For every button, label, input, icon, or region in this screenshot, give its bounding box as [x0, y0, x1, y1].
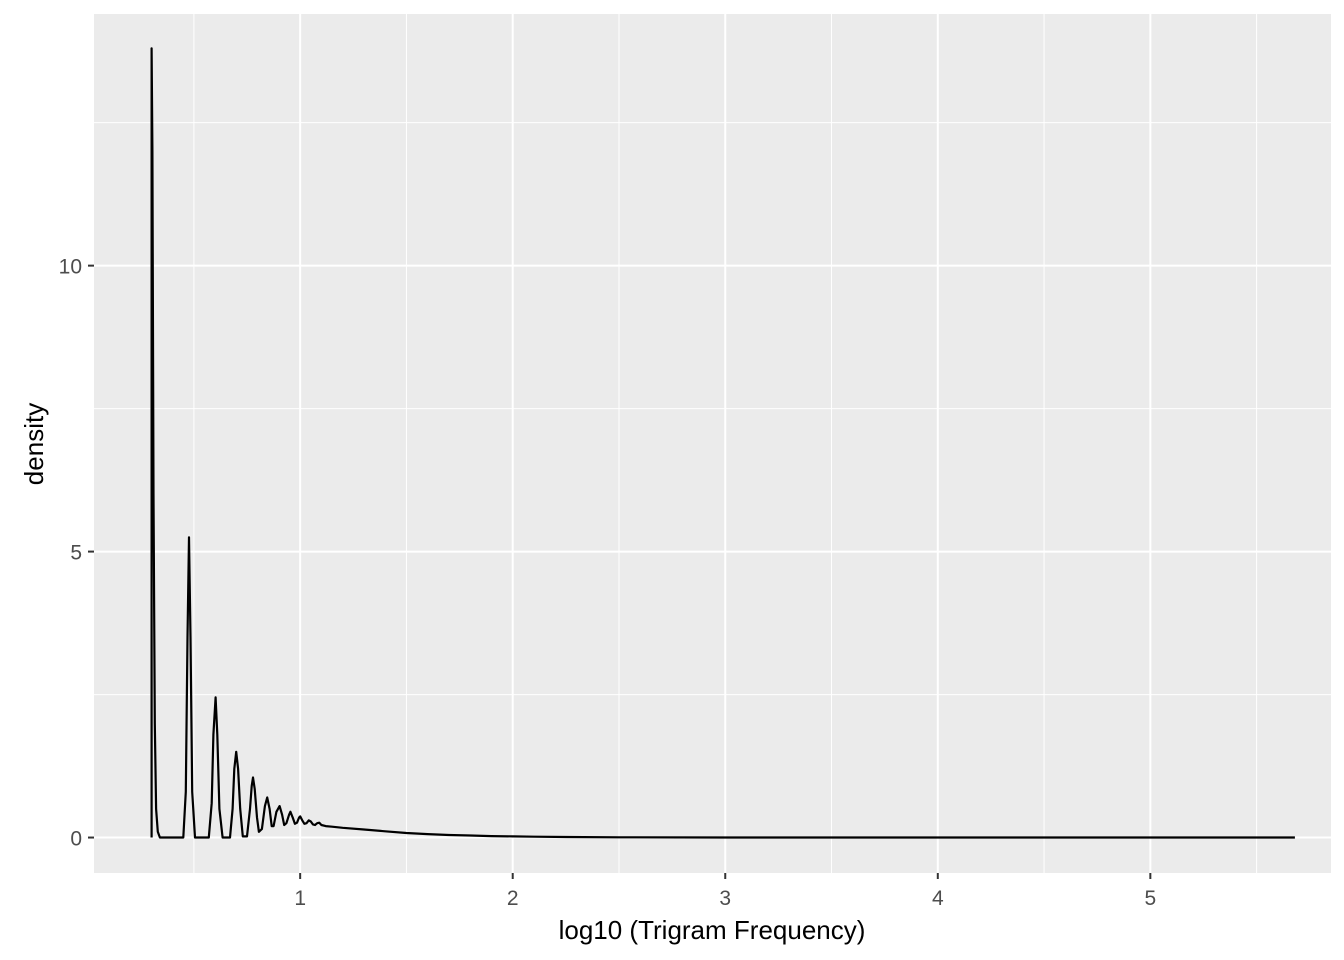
x-axis-title: log10 (Trigram Frequency)	[559, 915, 866, 945]
x-tick-label: 3	[719, 887, 731, 910]
y-axis-ticks: 0 5 10	[59, 256, 94, 851]
y-tick-label: 10	[59, 256, 82, 279]
plot-panel	[94, 14, 1331, 873]
x-tick-label: 1	[294, 887, 306, 910]
y-tick-label: 0	[70, 828, 82, 851]
x-tick-label: 2	[507, 887, 519, 910]
x-axis-ticks: 1 2 3 4 5	[294, 873, 1156, 910]
x-tick-label: 4	[932, 887, 944, 910]
x-tick-label: 5	[1144, 887, 1156, 910]
density-line	[150, 47, 1295, 839]
y-axis-title: density	[19, 403, 49, 485]
y-tick-label: 5	[70, 542, 82, 565]
